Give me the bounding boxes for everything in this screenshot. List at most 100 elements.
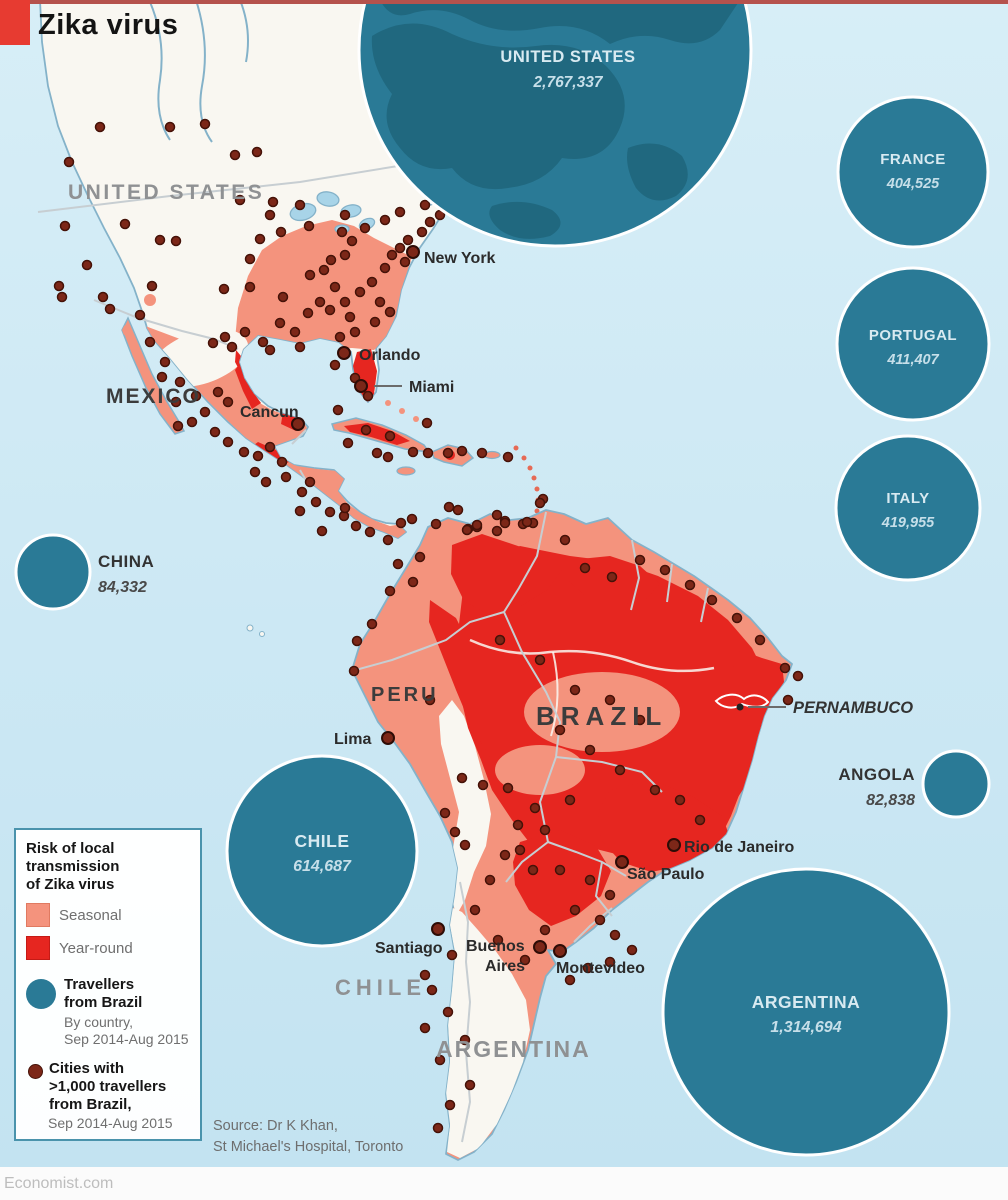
city-dot: [209, 426, 221, 438]
city-dot: [674, 794, 686, 806]
city-dot: [476, 447, 488, 459]
city-dot: [559, 534, 571, 546]
top-red-rule: [0, 0, 1008, 4]
bubble-value-france: 404,525: [886, 176, 940, 192]
city-dot: [469, 904, 481, 916]
city-dot: [443, 501, 455, 513]
city-dot: [244, 281, 256, 293]
yearround-swatch: [26, 936, 50, 960]
city-dot: [392, 558, 404, 570]
city-dot: [332, 404, 344, 416]
city-dot-major: [337, 346, 351, 360]
city-dot: [280, 471, 292, 483]
city-dot: [439, 807, 451, 819]
cities-label-line: from Brazil,: [49, 1096, 132, 1113]
cities-label: Cities with >1,000 travellers from Brazi…: [49, 1060, 166, 1114]
legend-title-line: Risk of local: [26, 840, 115, 857]
bubble-portugal: [835, 266, 991, 422]
city-dot: [212, 386, 224, 398]
city-dot: [424, 216, 436, 228]
city-dot: [294, 505, 306, 517]
city-dot: [432, 1122, 444, 1134]
map-label-buenos: Buenos: [466, 938, 525, 955]
map-label-santiago: Santiago: [375, 940, 443, 957]
bubble-value-angola: 82,838: [866, 792, 915, 809]
city-dot: [304, 269, 316, 281]
city-dot: [294, 199, 306, 211]
city-dot: [318, 264, 330, 276]
city-dot: [379, 214, 391, 226]
city-dot: [406, 513, 418, 525]
city-dot: [452, 504, 464, 516]
city-dot: [426, 984, 438, 996]
city-dot: [369, 316, 381, 328]
source-line: Source: Dr K Khan,: [213, 1118, 338, 1134]
city-dot: [444, 1099, 456, 1111]
bubble-argentina: [661, 867, 951, 1157]
pernambuco-outline: [714, 693, 770, 709]
city-dot: [634, 554, 646, 566]
city-dot: [731, 612, 743, 624]
city-dot: [407, 446, 419, 458]
city-dot: [364, 526, 376, 538]
city-dot: [492, 934, 504, 946]
city-dot: [456, 772, 468, 784]
city-dot: [446, 949, 458, 961]
city-dot: [257, 336, 269, 348]
footer-bar: Economist.com: [0, 1167, 1008, 1200]
city-dot: [464, 1079, 476, 1091]
city-dot: [329, 281, 341, 293]
map-label-united-states: UNITED STATES: [68, 181, 264, 204]
city-dot: [144, 336, 156, 348]
city-dot: [97, 291, 109, 303]
city-dot: [249, 466, 261, 478]
city-dot: [419, 969, 431, 981]
city-dot: [484, 874, 496, 886]
map-label-new-york: New York: [424, 250, 496, 267]
city-dots-layer: [53, 118, 804, 1134]
city-dot: [226, 341, 238, 353]
city-dot: [199, 406, 211, 418]
city-dot: [754, 634, 766, 646]
city-dot-major: [291, 417, 305, 431]
city-dot: [502, 451, 514, 463]
city-dot: [459, 1034, 471, 1046]
city-dot: [491, 525, 503, 537]
bubble-label-chile: CHILE: [295, 831, 350, 851]
city-dot: [394, 242, 406, 254]
map-label-pernambuco: PERNAMBUCO: [793, 699, 913, 717]
city-dot: [374, 296, 386, 308]
city-dot: [294, 341, 306, 353]
legend-title-line: transmission: [26, 858, 120, 875]
city-dot: [579, 562, 591, 574]
map-label-s-o-paulo: São Paulo: [627, 866, 705, 883]
legend-yearround-row: Year-round: [26, 936, 190, 960]
city-dot: [534, 497, 546, 509]
map-label-brazil: BRAZIL: [536, 701, 667, 731]
city-dot: [569, 684, 581, 696]
bubble-value-argentina: 1,314,694: [770, 1019, 841, 1036]
city-dot: [782, 694, 794, 706]
city-dot: [471, 519, 483, 531]
city-dot: [419, 199, 431, 211]
brand-link[interactable]: Economist.com: [4, 1175, 114, 1192]
city-dot: [634, 714, 646, 726]
city-dot: [394, 206, 406, 218]
legend-seasonal-row: Seasonal: [26, 903, 190, 927]
city-dot: [234, 194, 246, 206]
city-dot: [275, 226, 287, 238]
city-dot: [324, 304, 336, 316]
city-dot: [154, 234, 166, 246]
city-dot: [569, 904, 581, 916]
city-dot: [604, 956, 616, 968]
city-dot: [534, 654, 546, 666]
bubble-label-italy: ITALY: [886, 490, 929, 507]
city-dot: [219, 331, 231, 343]
city-dot: [430, 518, 442, 530]
city-dot: [302, 307, 314, 319]
city-dot: [222, 436, 234, 448]
city-dot: [554, 864, 566, 876]
bubble-label-united-states: UNITED STATES: [500, 48, 635, 66]
city-dot: [366, 618, 378, 630]
